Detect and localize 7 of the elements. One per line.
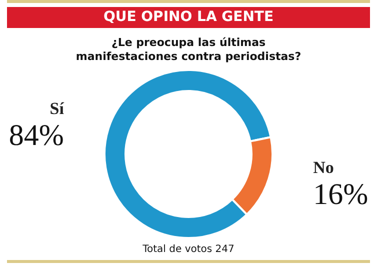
slice-label: No <box>313 158 334 177</box>
data-label: 84% <box>8 119 64 152</box>
data-label: 16% <box>313 178 368 211</box>
chart-subtitle: ¿Le preocupa las últimas manifestaciones contra periodistas? <box>74 36 302 64</box>
chart-title: QUE OPINO LA GENTE <box>7 7 370 28</box>
slice-label: Sí <box>50 99 64 118</box>
text: Total de votos 247 <box>142 244 236 255</box>
